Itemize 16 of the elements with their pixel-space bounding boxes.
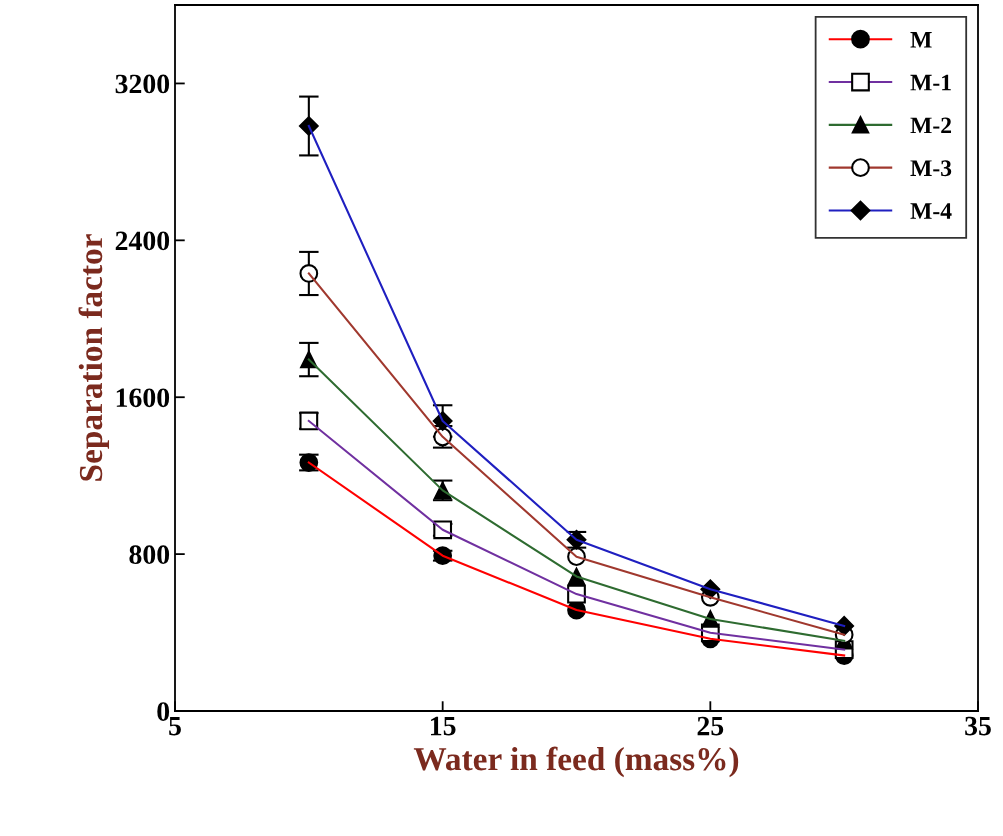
x-axis-title: Water in feed (mass%) (413, 746, 739, 778)
legend-label: M (910, 32, 932, 48)
x-tick-label: 35 (965, 716, 991, 736)
legend-label: M-4 (910, 203, 952, 219)
y-tick-label: 2400 (115, 231, 170, 251)
y-tick-label: 1600 (116, 388, 170, 408)
legend-label: M-3 (910, 160, 952, 177)
y-tick-label: 3200 (115, 74, 170, 94)
legend-label: M-1 (910, 74, 951, 91)
y-axis-title: Separation factor (78, 234, 110, 481)
y-tick-label: 0 (157, 702, 170, 721)
y-tick-label: 800 (129, 545, 170, 565)
x-tick-label: 5 (169, 716, 181, 736)
legend-label: M-2 (910, 117, 952, 134)
x-tick-label: 25 (697, 716, 724, 736)
x-tick-label: 15 (431, 716, 456, 736)
